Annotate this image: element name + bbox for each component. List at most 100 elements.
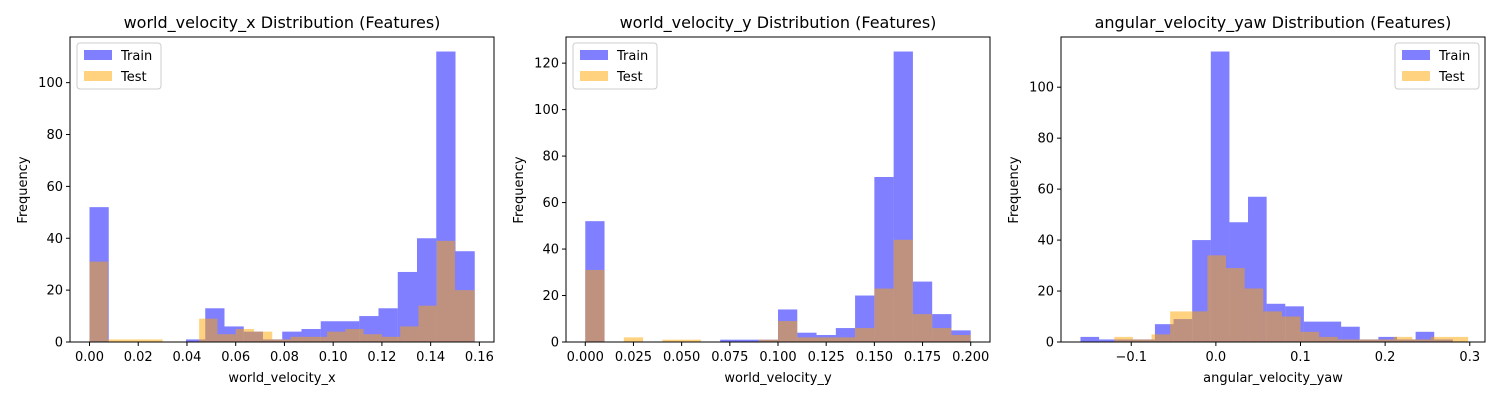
y-tick-label: 0 <box>1046 336 1054 351</box>
y-tick-label: 0 <box>55 336 63 351</box>
x-tick-label: 0.16 <box>465 350 494 365</box>
legend: Train Test <box>572 42 658 90</box>
legend-swatch-test <box>580 71 608 81</box>
bars-layer <box>89 51 475 343</box>
x-axis-label: world_velocity_x <box>228 371 336 386</box>
panel-title: world_velocity_x Distribution (Features) <box>124 13 441 33</box>
x-tick-label: 0.06 <box>221 350 250 365</box>
x-tick-label: 0.3 <box>1459 350 1480 365</box>
test-bar-1 <box>1132 339 1152 342</box>
test-bar-8 <box>835 337 856 342</box>
test-bar-13 <box>932 328 952 342</box>
test-bar-9 <box>290 336 309 342</box>
legend: Train Test <box>1394 42 1480 90</box>
y-ticks: 0 20 40 60 80 100 <box>1029 81 1061 351</box>
y-tick-label: 40 <box>542 243 559 258</box>
train-bar-12 <box>397 271 417 342</box>
legend-swatch-train <box>84 50 112 60</box>
legend-swatch-test <box>84 71 112 81</box>
y-tick-label: 80 <box>1037 132 1054 147</box>
y-tick-label: 60 <box>1037 183 1054 198</box>
x-tick-label: 0.025 <box>615 350 652 365</box>
x-tick-label: 0.12 <box>367 350 396 365</box>
x-tick-label: 0.075 <box>711 350 748 365</box>
test-bar-0 <box>1114 336 1133 342</box>
x-tick-label: 0.04 <box>172 350 201 365</box>
test-bar-8 <box>272 339 291 342</box>
test-bar-6 <box>797 337 817 342</box>
y-tick-label: 120 <box>534 57 559 72</box>
test-bar-0 <box>585 269 605 342</box>
bars-layer <box>585 51 971 343</box>
x-tick-label: −0.1 <box>1115 350 1147 365</box>
y-tick-label: 20 <box>542 289 559 304</box>
test-bar-13 <box>1356 339 1375 342</box>
y-axis-label: Frequency <box>512 156 527 223</box>
x-tick-label: 0.08 <box>270 350 299 365</box>
x-tick-label: 0.150 <box>856 350 893 365</box>
test-bar-4 <box>758 339 778 342</box>
legend: Train Test <box>76 42 162 90</box>
panel-world-velocity-x: world_velocity_x Distribution (Features)… <box>16 13 495 386</box>
x-axis-label: angular_velocity_yaw <box>1203 371 1343 386</box>
train-bar-1 <box>1099 339 1118 342</box>
x-tick-label: 0.0 <box>1206 350 1227 365</box>
test-bar-9 <box>855 328 875 342</box>
y-ticks: 0 20 40 60 80 100 120 <box>534 57 566 351</box>
y-axis-label: Frequency <box>1007 156 1022 223</box>
train-bar-1 <box>720 339 740 342</box>
test-bar-11 <box>893 239 913 342</box>
x-axis-label: world_velocity_y <box>724 371 832 386</box>
test-bar-3 <box>681 339 701 342</box>
test-bar-8 <box>1263 311 1282 342</box>
test-bar-17 <box>436 240 456 342</box>
train-bar-14 <box>1341 326 1360 342</box>
test-bar-0 <box>89 261 108 342</box>
test-bar-7 <box>1244 288 1264 342</box>
x-ticks: 0.000 0.025 0.050 0.075 0.100 0.125 0.150 0.175… <box>567 342 989 365</box>
x-tick-label: 0.200 <box>952 350 989 365</box>
legend-label-train: Train <box>616 49 648 64</box>
legend-swatch-test <box>1402 71 1430 81</box>
test-bar-12 <box>345 329 364 342</box>
legend-label-train: Train <box>120 49 152 64</box>
test-bar-15 <box>1393 336 1413 342</box>
x-tick-label: 0.2 <box>1375 350 1396 365</box>
test-bar-1 <box>107 339 127 342</box>
y-tick-label: 0 <box>551 336 559 351</box>
train-bar-11 <box>378 308 398 342</box>
test-bar-2 <box>662 339 682 342</box>
test-bar-7 <box>816 337 836 342</box>
y-tick-label: 80 <box>46 128 63 143</box>
test-bar-12 <box>1337 339 1357 342</box>
test-bar-14 <box>1374 339 1394 342</box>
test-bar-7 <box>253 331 273 342</box>
y-ticks: 0 20 40 60 80 100 <box>38 76 70 351</box>
panel-angular-velocity-yaw: angular_velocity_yaw Distribution (Featu… <box>1007 13 1486 386</box>
y-tick-label: 20 <box>1037 285 1054 300</box>
legend-label-test: Test <box>120 70 147 85</box>
test-bar-10 <box>874 288 894 342</box>
x-ticks: 0.00 0.02 0.04 0.06 0.08 0.10 0.12 0.14 0.16 <box>75 342 494 365</box>
test-bar-6 <box>1226 268 1245 342</box>
x-tick-label: 0.125 <box>808 350 845 365</box>
test-bar-9 <box>1281 316 1301 342</box>
y-tick-label: 60 <box>542 196 559 211</box>
y-tick-label: 80 <box>542 150 559 165</box>
test-bar-3 <box>1170 311 1189 342</box>
test-bar-1 <box>623 337 644 342</box>
test-bar-15 <box>400 326 419 342</box>
x-tick-label: 0.00 <box>75 350 104 365</box>
legend-label-test: Test <box>616 70 643 85</box>
test-bar-10 <box>1300 331 1320 342</box>
test-bar-2 <box>126 339 145 342</box>
train-bar-1 <box>185 339 206 342</box>
test-bar-2 <box>1151 334 1171 342</box>
train-bar-0 <box>1080 336 1100 342</box>
train-bar-2 <box>739 339 759 342</box>
x-tick-label: 0.1 <box>1290 350 1311 365</box>
test-bar-17 <box>1430 336 1450 342</box>
x-tick-label: 0.100 <box>759 350 796 365</box>
legend-label-train: Train <box>1438 49 1470 64</box>
